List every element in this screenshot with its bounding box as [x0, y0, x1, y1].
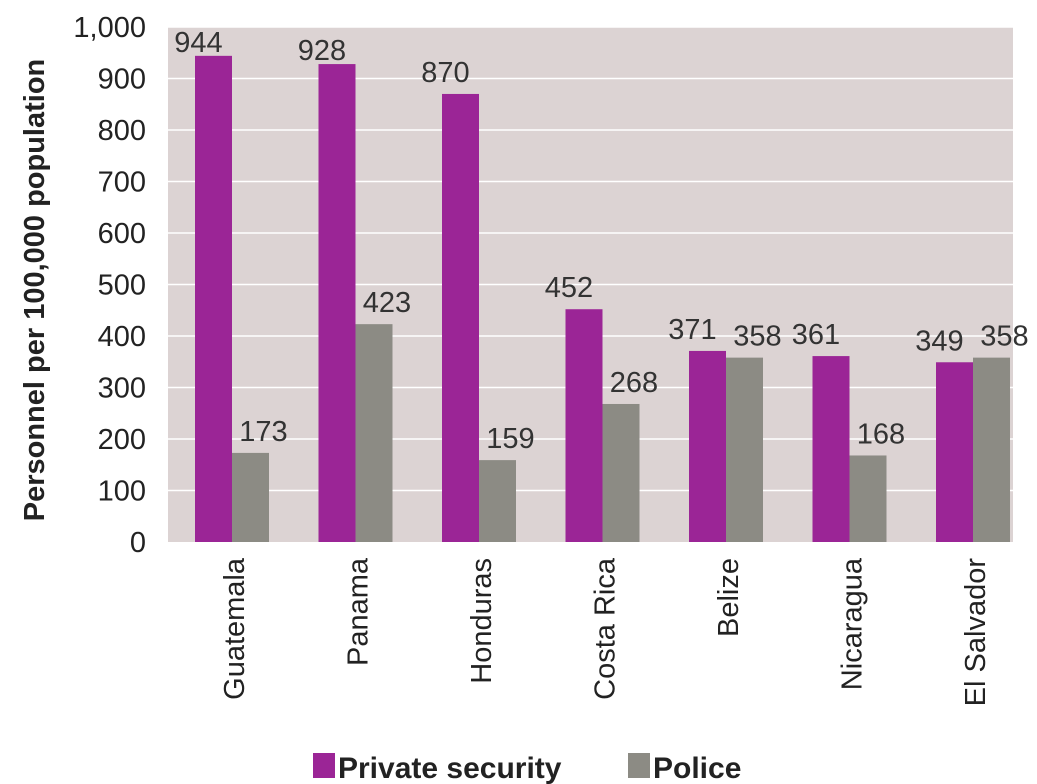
x-axis-categories: Guatemala Panama Honduras Costa Rica Belize N… [219, 557, 992, 706]
data-label: 361 [792, 319, 840, 351]
y-tick-label: 200 [98, 424, 146, 456]
bars [195, 55, 1010, 543]
bar-private-security [318, 64, 356, 542]
data-label: 371 [668, 314, 716, 346]
data-label: 452 [545, 272, 593, 304]
data-label: 349 [915, 325, 963, 357]
bar-police [355, 324, 393, 542]
y-axis-ticks: 0 100 200 300 400 500 600 700 800 900 1,000 [73, 12, 146, 559]
y-tick-label: 800 [98, 115, 146, 147]
y-tick-label: 0 [130, 527, 146, 559]
bar-private-security [812, 356, 850, 542]
bar-police [726, 357, 763, 542]
x-category-label: Honduras [466, 558, 498, 684]
y-tick-label: 300 [98, 373, 146, 405]
data-label: 173 [239, 416, 287, 448]
y-tick-label: 400 [98, 321, 146, 353]
data-label: 159 [486, 423, 534, 455]
legend-swatch [628, 753, 650, 778]
bar-private-security [565, 309, 603, 542]
y-tick-label: 500 [98, 270, 146, 302]
y-tick-label: 600 [98, 218, 146, 250]
data-label: 358 [980, 321, 1028, 353]
bar-private-security [936, 362, 973, 542]
bar-private-security [195, 55, 232, 543]
bar-police [973, 357, 1010, 542]
data-labels: 944 173 928 423 870 159 452 268 371 358 361 168 349 3… [174, 27, 1028, 455]
y-tick-label: 700 [98, 167, 146, 199]
legend-swatch [313, 753, 335, 778]
data-label: 870 [421, 57, 469, 89]
x-category-label: Nicaragua [837, 557, 869, 690]
data-label: 168 [857, 418, 905, 450]
y-tick-label: 100 [98, 476, 146, 508]
bar-private-security [442, 93, 479, 542]
y-axis-label: Personnel per 100,000 population [19, 59, 51, 522]
data-label: 358 [733, 321, 781, 353]
x-category-label: Belize [713, 558, 745, 637]
x-category-label: El Salvador [960, 558, 992, 707]
x-category-label: Costa Rica [590, 557, 622, 700]
legend-label: Private security [338, 752, 562, 784]
legend: Private security Police [313, 752, 741, 784]
data-label: 928 [298, 35, 346, 67]
data-label: 944 [174, 27, 222, 59]
bar-police [849, 455, 887, 542]
y-tick-label: 1,000 [73, 12, 146, 44]
legend-label: Police [653, 752, 741, 784]
y-tick-label: 900 [98, 64, 146, 96]
bar-police [479, 460, 516, 542]
x-category-label: Guatemala [219, 557, 251, 700]
bar-private-security [689, 350, 726, 542]
data-label: 268 [610, 367, 658, 399]
bar-police [232, 452, 269, 542]
bar-police [602, 403, 640, 542]
data-label: 423 [363, 287, 411, 319]
x-category-label: Panama [343, 557, 375, 666]
